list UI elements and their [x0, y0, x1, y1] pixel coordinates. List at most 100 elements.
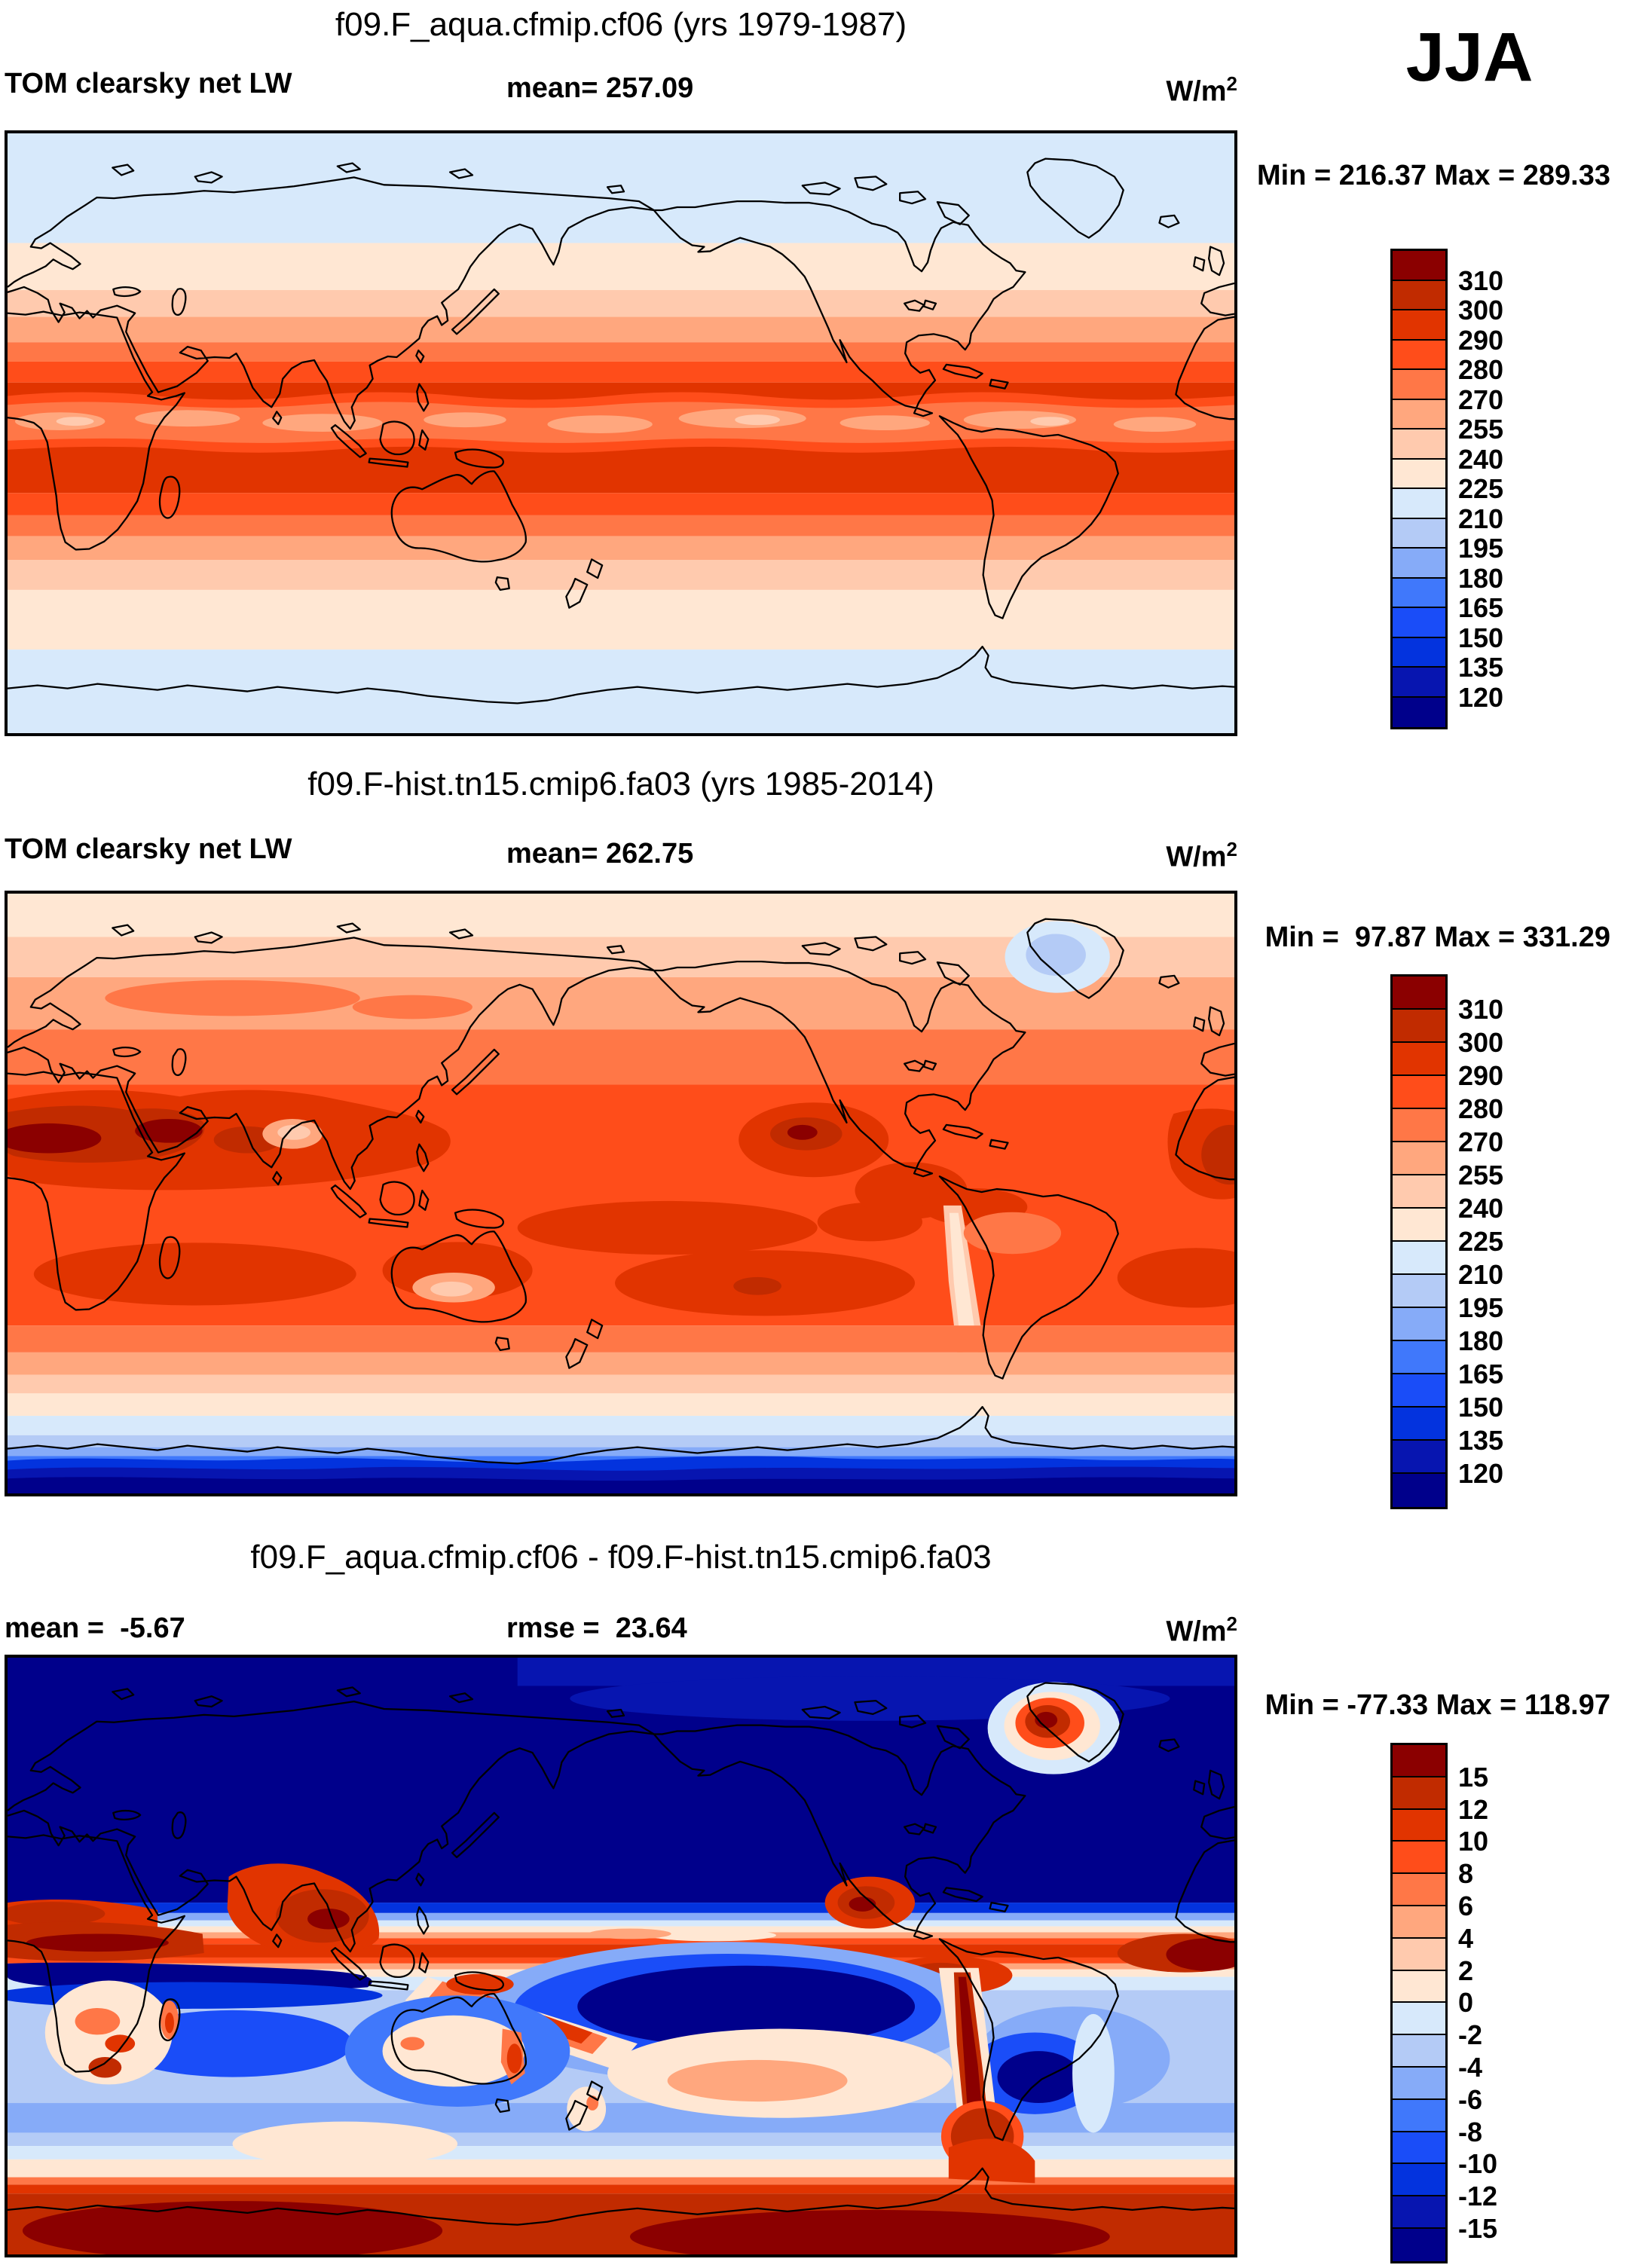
panel2-colorbar: 310 300 290 280 270 255 240 225 210 195 180 165 150 1…	[1390, 974, 1503, 1509]
colorbar-tick-label: 10	[1458, 1826, 1489, 1857]
colorbar-tick-label: 225	[1458, 1226, 1504, 1257]
colorbar-cell	[1393, 1209, 1445, 1242]
colorbar-cell	[1393, 977, 1445, 1010]
colorbar-cell	[1393, 2035, 1445, 2068]
panel3-units: W/m2	[1166, 1612, 1237, 1648]
season-label: JJA	[1405, 19, 1534, 96]
colorbar-cell	[1393, 1175, 1445, 1209]
colorbar-cell	[1393, 2196, 1445, 2229]
colorbar-cell	[1393, 1308, 1445, 1341]
colorbar-cell	[1393, 1874, 1445, 1906]
panel2-title: f09.F-hist.tn15.cmip6.fa03 (yrs 1985-201…	[307, 766, 934, 802]
colorbar-cell	[1393, 1242, 1445, 1275]
panel2-colorbar-cells	[1390, 974, 1448, 1509]
colorbar-cell	[1393, 2067, 1445, 2100]
colorbar-tick-label: 290	[1458, 324, 1504, 356]
colorbar-cell	[1393, 1970, 1445, 2004]
colorbar-cell	[1393, 518, 1445, 549]
panel1-mean: mean= 257.09	[506, 72, 694, 104]
colorbar-tick-label: 135	[1458, 652, 1504, 683]
colorbar-tick-label: 12	[1458, 1793, 1489, 1825]
colorbar-tick-label: -4	[1458, 2052, 1483, 2083]
colorbar-cell	[1393, 1474, 1445, 1507]
colorbar-cell	[1393, 2132, 1445, 2165]
panel2-minmax: Min = 97.87 Max = 331.29	[1265, 922, 1610, 953]
colorbar-tick-label: 120	[1458, 681, 1504, 713]
colorbar-tick-label: -2	[1458, 2019, 1483, 2051]
colorbar-cell	[1393, 1275, 1445, 1308]
panel1-colorbar: 310 300 290 280 270 255 240 225 210 195 180 165 150 1…	[1390, 249, 1503, 729]
colorbar-cell	[1393, 1341, 1445, 1374]
map-panel-1	[5, 130, 1237, 736]
colorbar-cell	[1393, 2099, 1445, 2132]
colorbar-cell	[1393, 2003, 1445, 2036]
colorbar-tick-label: 2	[1458, 1955, 1474, 1986]
colorbar-cell	[1393, 578, 1445, 608]
colorbar-cell	[1393, 1010, 1445, 1043]
colorbar-tick-label: 310	[1458, 994, 1504, 1025]
colorbar-tick-label: 210	[1458, 1259, 1504, 1290]
panel2-field-label: TOM clearsky net LW	[5, 833, 292, 865]
colorbar-tick-label: 180	[1458, 562, 1504, 594]
colorbar-cell	[1393, 429, 1445, 460]
panel1-title: f09.F_aqua.cfmip.cf06 (yrs 1979-1987)	[335, 6, 907, 43]
colorbar-tick-label: 6	[1458, 1891, 1474, 1921]
colorbar-tick-label: 240	[1458, 1193, 1504, 1224]
panel1-colorbar-cells	[1390, 249, 1448, 729]
colorbar-tick-label: 255	[1458, 414, 1504, 445]
colorbar-tick-label: 15	[1458, 1761, 1489, 1793]
colorbar-tick-label: 165	[1458, 592, 1504, 623]
colorbar-tick-label: 120	[1458, 1458, 1504, 1489]
colorbar-cell	[1393, 1938, 1445, 1971]
colorbar-tick-label: 150	[1458, 1392, 1504, 1423]
panel1-minmax: Min = 216.37 Max = 289.33	[1257, 160, 1610, 191]
colorbar-tick-label: -6	[1458, 2083, 1483, 2115]
panel2-units: W/m2	[1166, 838, 1237, 873]
colorbar-cell	[1393, 340, 1445, 370]
colorbar-tick-label: 180	[1458, 1325, 1504, 1356]
panel3-minmax: Min = -77.33 Max = 118.97	[1265, 1689, 1610, 1721]
colorbar-tick-label: 255	[1458, 1160, 1504, 1191]
colorbar-tick-label: 280	[1458, 1093, 1504, 1124]
colorbar-cell	[1393, 1043, 1445, 1076]
colorbar-cell	[1393, 1842, 1445, 1875]
colorbar-cell	[1393, 697, 1445, 727]
colorbar-tick-label: 300	[1458, 295, 1504, 326]
colorbar-tick-label: 270	[1458, 1126, 1504, 1157]
colorbar-cell	[1393, 489, 1445, 519]
colorbar-cell	[1393, 1109, 1445, 1142]
panel1-units: W/m2	[1166, 72, 1237, 108]
colorbar-cell	[1393, 399, 1445, 429]
colorbar-cell	[1393, 1906, 1445, 1939]
colorbar-tick-label: 270	[1458, 384, 1504, 415]
colorbar-tick-label: 310	[1458, 264, 1504, 296]
colorbar-tick-label: -8	[1458, 2116, 1483, 2147]
colorbar-cell	[1393, 280, 1445, 310]
panel3-rmse: rmse = 23.64	[506, 1612, 687, 1644]
colorbar-cell	[1393, 2164, 1445, 2197]
colorbar-tick-label: 195	[1458, 533, 1504, 564]
colorbar-tick-label: 225	[1458, 473, 1504, 504]
colorbar-cell	[1393, 1374, 1445, 1408]
colorbar-cell	[1393, 549, 1445, 579]
colorbar-tick-label: -12	[1458, 2181, 1498, 2212]
colorbar-tick-label: 8	[1458, 1858, 1474, 1890]
panel3-mean: mean = -5.67	[5, 1612, 185, 1644]
colorbar-tick-label: 290	[1458, 1060, 1504, 1091]
panel3-colorbar-cells	[1390, 1743, 1448, 2263]
colorbar-tick-label: 280	[1458, 354, 1504, 385]
colorbar-cell	[1393, 1745, 1445, 1777]
colorbar-tick-label: 195	[1458, 1292, 1504, 1323]
colorbar-cell	[1393, 370, 1445, 400]
map-panel-3	[5, 1655, 1237, 2257]
colorbar-tick-label: -15	[1458, 2213, 1498, 2244]
colorbar-tick-label: -10	[1458, 2148, 1498, 2180]
colorbar-cell	[1393, 608, 1445, 638]
panel3-colorbar: 15 12 10 8 6 4 2 0 -2 -4 -6 -8 -10 -12 -15	[1390, 1743, 1497, 2263]
colorbar-tick-label: 165	[1458, 1359, 1504, 1389]
colorbar-cell	[1393, 1777, 1445, 1810]
colorbar-cell	[1393, 637, 1445, 668]
colorbar-tick-label: 4	[1458, 1922, 1474, 1954]
colorbar-cell	[1393, 668, 1445, 698]
